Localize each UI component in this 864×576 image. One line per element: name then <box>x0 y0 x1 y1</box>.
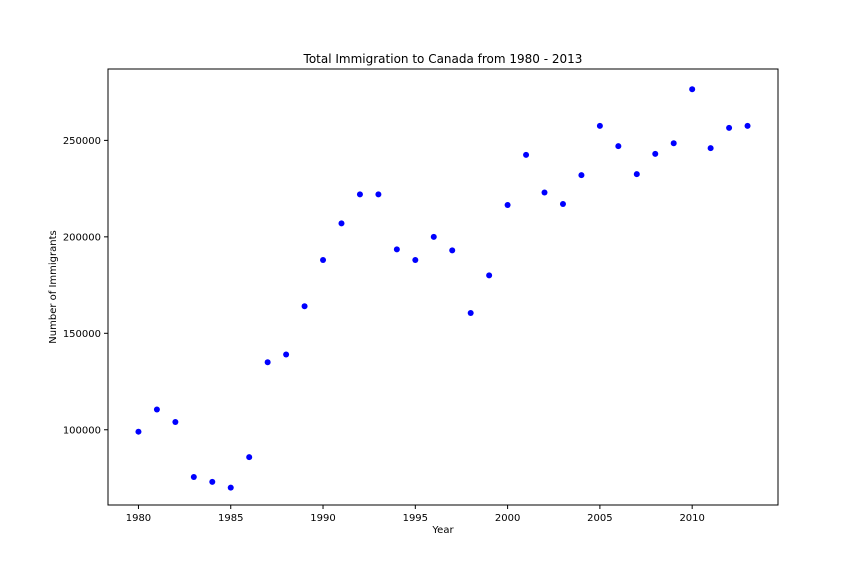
data-point <box>338 220 345 227</box>
x-tick-label: 1985 <box>218 513 243 524</box>
data-point <box>559 201 566 208</box>
x-tick-label: 2005 <box>587 513 612 524</box>
data-point <box>467 310 474 317</box>
data-point <box>578 172 585 179</box>
data-point <box>541 189 548 196</box>
data-point <box>504 202 511 209</box>
data-point <box>430 233 437 240</box>
data-point <box>227 484 234 491</box>
data-point <box>523 151 530 158</box>
data-point <box>153 406 160 413</box>
data-point <box>135 428 142 435</box>
data-point <box>449 247 456 254</box>
plot-frame <box>107 68 779 506</box>
y-tick-label: 200000 <box>63 232 101 243</box>
data-point <box>615 143 622 150</box>
y-tick-label: 250000 <box>63 136 101 147</box>
data-point <box>689 86 696 93</box>
data-point <box>486 272 493 279</box>
data-points <box>135 86 751 491</box>
x-tick-label: 2000 <box>495 513 520 524</box>
data-point <box>264 359 271 366</box>
data-point <box>412 256 419 263</box>
x-tick-label: 1995 <box>403 513 428 524</box>
data-point <box>283 351 290 358</box>
data-point <box>356 191 363 198</box>
data-point <box>393 246 400 253</box>
y-axis-label: Number of Immigrants <box>48 230 59 343</box>
x-tick-label: 1980 <box>126 513 151 524</box>
x-axis-label: Year <box>431 525 454 536</box>
x-tick-label: 2010 <box>679 513 704 524</box>
data-point <box>707 145 714 152</box>
data-point <box>375 191 382 198</box>
y-tick-label: 150000 <box>63 329 101 340</box>
data-point <box>172 419 179 426</box>
y-tick-label: 100000 <box>63 425 101 436</box>
data-point <box>744 122 751 129</box>
chart-title: Total Immigration to Canada from 1980 - … <box>303 52 583 66</box>
data-point <box>209 478 216 485</box>
data-point <box>190 474 197 481</box>
data-point <box>246 454 253 461</box>
data-point <box>652 150 659 157</box>
x-axis-ticks: 1980 1985 1990 1995 2000 2005 2010 <box>126 505 705 524</box>
x-tick-label: 1990 <box>310 513 335 524</box>
data-point <box>596 122 603 129</box>
data-point <box>633 171 640 178</box>
data-point <box>320 256 327 263</box>
data-point <box>726 124 733 131</box>
data-point <box>670 140 677 147</box>
data-point <box>301 303 308 310</box>
y-axis-ticks: 100000 150000 200000 250000 <box>63 136 108 436</box>
